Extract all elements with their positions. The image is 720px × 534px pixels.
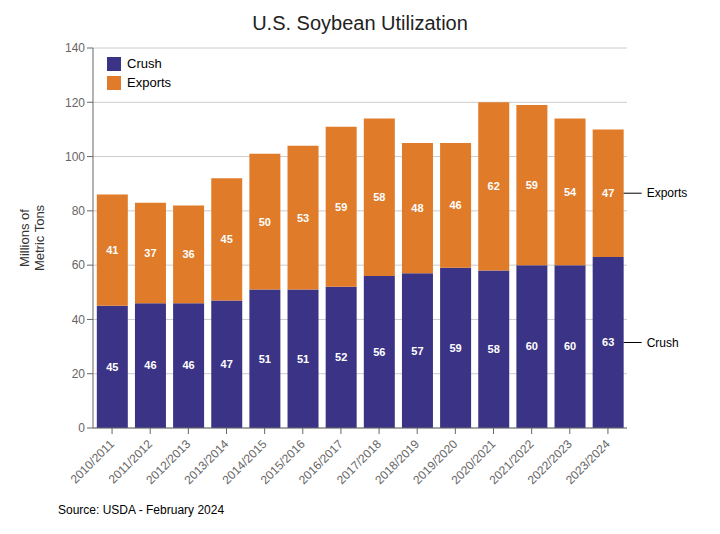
svg-text:59: 59 xyxy=(449,342,461,354)
svg-text:Millions ofMetric Tons: Millions ofMetric Tons xyxy=(17,204,47,271)
svg-text:2015/2016: 2015/2016 xyxy=(257,437,308,488)
svg-text:2023/2024: 2023/2024 xyxy=(563,437,613,487)
svg-text:2022/2023: 2022/2023 xyxy=(524,437,575,488)
svg-text:100: 100 xyxy=(65,150,85,164)
svg-text:56: 56 xyxy=(373,346,385,358)
svg-text:Crush: Crush xyxy=(647,336,679,350)
svg-text:53: 53 xyxy=(297,212,309,224)
svg-text:57: 57 xyxy=(411,345,423,357)
svg-text:45: 45 xyxy=(221,233,233,245)
svg-text:0: 0 xyxy=(78,421,85,435)
svg-text:60: 60 xyxy=(564,340,576,352)
svg-text:2019/2020: 2019/2020 xyxy=(410,437,461,488)
svg-text:60: 60 xyxy=(526,340,538,352)
svg-text:40: 40 xyxy=(72,313,86,327)
svg-text:2016/2017: 2016/2017 xyxy=(295,437,346,488)
svg-text:2017/2018: 2017/2018 xyxy=(334,437,384,488)
svg-text:54: 54 xyxy=(564,186,577,198)
svg-text:37: 37 xyxy=(144,247,156,259)
svg-text:2010/2011: 2010/2011 xyxy=(67,437,117,487)
svg-text:63: 63 xyxy=(602,336,614,348)
svg-text:2013/2014: 2013/2014 xyxy=(181,437,232,488)
html-text:Exports: Exports xyxy=(127,75,172,90)
svg-text:2014/2015: 2014/2015 xyxy=(219,437,270,488)
svg-text:20: 20 xyxy=(72,367,86,381)
svg-text:59: 59 xyxy=(335,201,347,213)
svg-text:60: 60 xyxy=(72,258,86,272)
svg-text:59: 59 xyxy=(526,179,538,191)
svg-text:2018/2019: 2018/2019 xyxy=(372,437,423,488)
svg-text:58: 58 xyxy=(373,191,385,203)
svg-text:58: 58 xyxy=(488,343,500,355)
svg-text:46: 46 xyxy=(449,199,461,211)
svg-text:2012/2013: 2012/2013 xyxy=(143,437,194,488)
svg-text:62: 62 xyxy=(488,180,500,192)
svg-text:47: 47 xyxy=(602,187,614,199)
svg-text:80: 80 xyxy=(72,204,86,218)
svg-text:48: 48 xyxy=(411,202,423,214)
svg-text:45: 45 xyxy=(106,361,118,373)
html-text:Crush: Crush xyxy=(127,56,162,71)
svg-text:2020/2021: 2020/2021 xyxy=(448,437,499,488)
svg-text:52: 52 xyxy=(335,351,347,363)
svg-text:51: 51 xyxy=(259,353,271,365)
svg-text:120: 120 xyxy=(65,96,85,110)
svg-text:2021/2022: 2021/2022 xyxy=(486,437,537,488)
svg-text:140: 140 xyxy=(65,41,85,55)
html-text:U.S. Soybean Utilization: U.S. Soybean Utilization xyxy=(252,12,468,34)
html-text:Source: USDA - February 2024: Source: USDA - February 2024 xyxy=(58,503,225,517)
svg-text:Exports: Exports xyxy=(647,186,688,200)
svg-text:46: 46 xyxy=(144,359,156,371)
svg-text:51: 51 xyxy=(297,353,309,365)
svg-text:46: 46 xyxy=(182,359,194,371)
svg-text:2011/2012: 2011/2012 xyxy=(105,437,156,487)
svg-text:41: 41 xyxy=(106,244,118,256)
svg-text:47: 47 xyxy=(221,358,233,370)
svg-text:50: 50 xyxy=(259,216,271,228)
svg-text:36: 36 xyxy=(182,248,194,260)
